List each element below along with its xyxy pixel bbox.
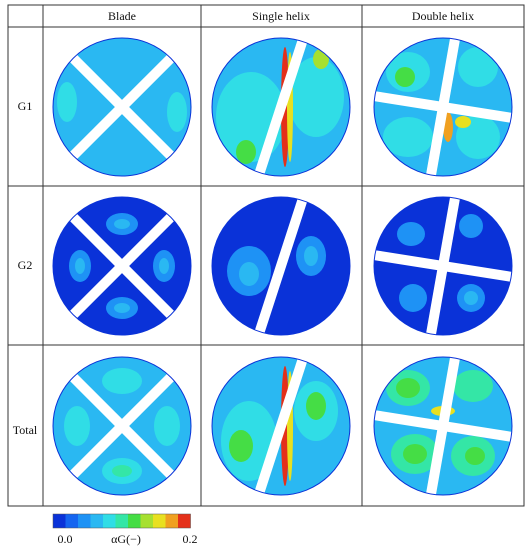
impeller-slot (66, 210, 178, 322)
contour-region (229, 430, 253, 462)
vessel-wall (373, 196, 513, 336)
vessel-wall (373, 356, 513, 496)
column-header: Single helix (252, 9, 310, 23)
contour-region (114, 303, 130, 313)
vessel-wall (52, 356, 192, 496)
contour-region (306, 392, 326, 420)
contour-region (57, 82, 77, 122)
contour-region (383, 117, 433, 157)
vessel-wall (373, 37, 513, 177)
contour-region (288, 57, 344, 137)
table-border (7, 4, 525, 507)
vessel-wall (52, 37, 192, 177)
contour-region (75, 258, 85, 274)
contour-region (465, 447, 485, 465)
contour-region (458, 47, 498, 87)
impeller-slot (253, 38, 309, 176)
contour-region (239, 262, 259, 286)
colorbar-step (53, 514, 66, 528)
contour-region (112, 465, 132, 477)
contour-region (167, 92, 187, 132)
contour-plot (53, 197, 191, 335)
contour-plot (212, 357, 350, 495)
contour-region (453, 370, 493, 402)
contour-region (399, 284, 427, 312)
colorbar-step (178, 514, 191, 528)
contour-region (159, 258, 169, 274)
contour-region (154, 406, 180, 446)
contour-plot (374, 38, 512, 176)
row-header: G2 (18, 258, 33, 272)
row-header: G1 (18, 99, 33, 113)
contour-region (64, 406, 90, 446)
contour-region (102, 368, 142, 394)
impeller-slot (374, 409, 512, 443)
contour-plot (212, 197, 350, 335)
colorbar-title: αG(−) (111, 532, 141, 546)
colorbar-step (103, 514, 116, 528)
vessel-wall (211, 37, 351, 177)
vessel-wall (52, 196, 192, 336)
row-header: Total (13, 423, 38, 437)
contour-region (396, 378, 420, 398)
colorbar-step (65, 514, 79, 528)
impeller-slot (253, 197, 309, 335)
colorbar-step (140, 514, 154, 528)
contour-plot (212, 38, 350, 176)
contour-region (395, 67, 415, 87)
contour-region (304, 246, 318, 266)
colorbar-step (115, 514, 129, 528)
colorbar-step (78, 514, 91, 528)
contour-plot (53, 357, 191, 495)
colorbar-frame (52, 513, 191, 529)
vessel-wall (211, 356, 351, 496)
vessel-wall (211, 196, 351, 336)
column-header: Double helix (412, 9, 474, 23)
contour-region (403, 444, 427, 464)
contour-region (236, 140, 256, 164)
colorbar-step (128, 514, 141, 528)
column-header: Blade (108, 9, 136, 23)
colorbar-min: 0.0 (58, 532, 73, 546)
impeller-slot (374, 249, 512, 283)
contour-plot (53, 38, 191, 176)
colorbar-max: 0.2 (183, 532, 198, 546)
contour-region (397, 222, 425, 246)
colorbar-step (153, 514, 166, 528)
contour-region (313, 49, 329, 69)
contour-plot (374, 357, 512, 495)
colorbar-step (90, 514, 104, 528)
impeller-slot (66, 370, 178, 482)
contour-plot (374, 197, 512, 335)
impeller-slot (374, 90, 512, 124)
contour-region (464, 291, 478, 305)
colorbar-step (165, 514, 179, 528)
impeller-slot (66, 51, 178, 163)
contour-region (455, 116, 471, 128)
contour-region (459, 214, 483, 238)
contour-region (114, 219, 130, 229)
impeller-slot (253, 357, 309, 495)
